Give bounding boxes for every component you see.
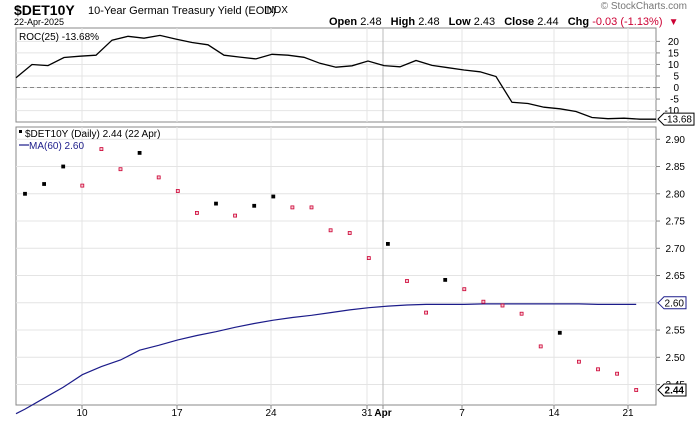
price-point	[156, 175, 161, 180]
ma-legend-label: MA(60) 2.60	[29, 141, 84, 152]
price-legend: $DET10Y (Daily) 2.44 (22 Apr) MA(60) 2.6…	[19, 129, 160, 152]
price-tick-label: 2.80	[666, 189, 686, 200]
ma-line	[15, 303, 637, 415]
x-tick-label: 14	[548, 408, 560, 419]
roc-tick-label: 5	[673, 72, 679, 83]
price-point	[175, 189, 180, 193]
price-legend-swatch	[19, 130, 22, 133]
roc-tick-label: -10	[665, 106, 680, 117]
price-point	[577, 359, 581, 364]
price-point	[137, 150, 142, 155]
price-point	[23, 191, 27, 196]
x-tick-label: 7	[459, 408, 465, 419]
stockcharts-watermark: © StockCharts.com	[600, 1, 687, 12]
open-label: Open	[329, 16, 358, 28]
price-point	[271, 194, 276, 199]
x-tick-label: 10	[76, 408, 88, 419]
high-value: 2.48	[418, 16, 440, 28]
price-point	[462, 287, 467, 292]
high-label: High	[390, 16, 416, 28]
chg-label: Chg	[567, 16, 590, 28]
roc-tick-label: 15	[668, 48, 680, 59]
close-value: 2.44	[537, 16, 559, 28]
price-point	[347, 231, 352, 235]
roc-tick-label: 20	[668, 37, 680, 48]
price-legend-label: $DET10Y (Daily) 2.44 (22 Apr)	[25, 129, 160, 140]
price-point	[233, 213, 238, 218]
roc-last-value-label: -13.68	[664, 115, 693, 126]
roc-last-value-tag	[657, 112, 695, 126]
price-point	[385, 241, 390, 246]
price-point	[61, 164, 66, 169]
chart-date: 22-Apr-2025	[14, 17, 65, 27]
price-point	[557, 330, 562, 335]
roc-line	[15, 34, 656, 120]
price-point	[99, 147, 104, 152]
price-tick-label: 2.70	[666, 244, 686, 255]
roc-tick-label: -5	[670, 95, 679, 106]
price-point	[290, 205, 295, 210]
price-point	[424, 310, 429, 315]
x-tick-label: 17	[171, 408, 183, 419]
price-tick-label: 2.55	[666, 326, 686, 337]
price-point	[519, 311, 524, 316]
price-point	[214, 201, 218, 206]
price-tick-label: 2.50	[666, 353, 686, 364]
low-label: Low	[448, 16, 471, 28]
price-point	[42, 182, 46, 186]
price-value-label: 2.60	[665, 298, 685, 309]
open-value: 2.48	[360, 16, 382, 28]
price-tick-label: 2.85	[666, 162, 686, 173]
price-point	[596, 367, 600, 372]
ticker-symbol: $DET10Y	[14, 2, 75, 18]
price-point	[481, 299, 486, 304]
close-label: Close	[504, 16, 535, 28]
price-point	[615, 371, 619, 376]
x-tick-label: 31	[361, 408, 373, 419]
x-tick-label: Apr	[374, 408, 391, 419]
price-point	[634, 388, 639, 392]
price-value-tag	[657, 296, 687, 310]
price-value-tag	[657, 383, 687, 397]
price-point	[309, 205, 314, 210]
low-value: 2.43	[473, 16, 496, 28]
price-value-label: 2.44	[665, 386, 685, 397]
instrument-name: 10-Year German Treasury Yield (EOD)	[88, 5, 276, 17]
price-point	[118, 167, 123, 172]
down-triangle-icon: ▼	[668, 17, 679, 28]
roc-tick-label: 0	[673, 83, 679, 94]
price-tick-label: 2.65	[666, 271, 686, 282]
price-point	[252, 203, 257, 208]
quote-summary: Open 2.48 High 2.48 Low 2.43 Close 2.44 …	[329, 16, 678, 28]
price-point	[443, 277, 448, 282]
price-point	[194, 210, 199, 215]
price-point	[405, 279, 409, 283]
roc-tick-label: 10	[668, 60, 680, 71]
x-axis: 10 17 24 31 Apr 7 14 21	[76, 405, 634, 419]
x-tick-label: 21	[622, 408, 634, 419]
price-point	[500, 303, 505, 308]
price-panel: 2.902.852.802.752.702.652.602.552.502.45…	[15, 126, 687, 415]
price-point	[538, 344, 543, 349]
price-point	[366, 256, 371, 261]
exchange-code: INDX	[264, 5, 288, 16]
price-point	[80, 183, 85, 188]
price-tick-label: 2.75	[666, 217, 686, 228]
x-tick-label: 24	[265, 408, 277, 419]
chart-header: $DET10Y 10-Year German Treasury Yield (E…	[0, 0, 700, 28]
roc-frame	[15, 27, 657, 123]
price-tick-label: 2.90	[666, 135, 686, 146]
roc-legend: ROC(25) -13.68%	[19, 32, 99, 43]
chg-value: -0.03 (-1.13%)	[592, 16, 663, 28]
price-point	[328, 228, 333, 233]
